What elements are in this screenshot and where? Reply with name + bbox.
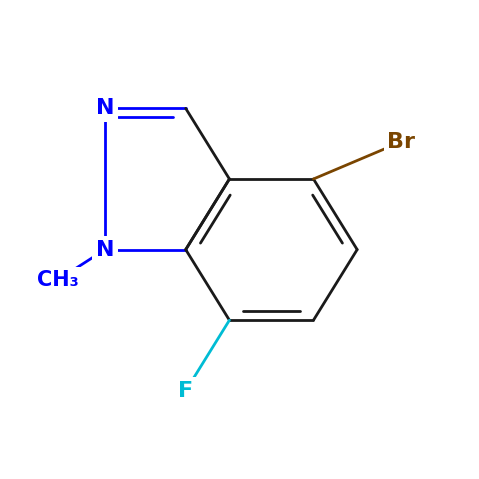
Text: CH₃: CH₃ (37, 270, 79, 290)
Text: N: N (96, 98, 114, 118)
Text: N: N (96, 240, 114, 260)
Text: F: F (178, 381, 193, 401)
Text: Br: Br (387, 132, 415, 152)
